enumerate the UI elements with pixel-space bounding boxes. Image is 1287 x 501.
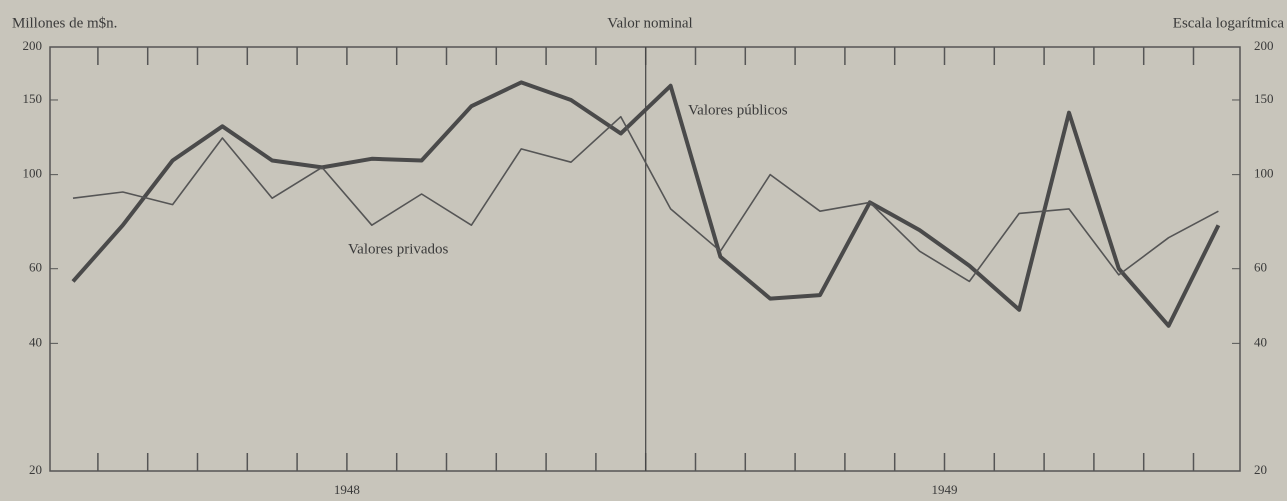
scale-note: Escala logarítmica bbox=[1173, 15, 1285, 31]
y-tick-label: 200 bbox=[23, 38, 43, 53]
y2-tick-label: 60 bbox=[1254, 260, 1267, 275]
y2-tick-label: 40 bbox=[1254, 334, 1267, 349]
y-tick-label: 150 bbox=[23, 91, 43, 106]
series-line bbox=[71, 80, 1221, 328]
y2-tick-label: 20 bbox=[1254, 462, 1267, 477]
y-tick-label: 20 bbox=[29, 462, 42, 477]
y-axis-label: Millones de m$n. bbox=[12, 15, 117, 31]
year-label: 1949 bbox=[932, 482, 958, 497]
year-label: 1948 bbox=[334, 482, 360, 497]
y2-tick-label: 100 bbox=[1254, 166, 1274, 181]
y-tick-label: 60 bbox=[29, 260, 42, 275]
series-label: Valores privados bbox=[348, 241, 449, 257]
series-label: Valores públicos bbox=[688, 102, 788, 118]
series-line bbox=[72, 115, 1219, 283]
y-tick-label: 100 bbox=[23, 166, 43, 181]
y2-tick-label: 200 bbox=[1254, 38, 1274, 53]
chart-title: Valor nominal bbox=[607, 15, 692, 31]
y-tick-label: 40 bbox=[29, 334, 42, 349]
y2-tick-label: 150 bbox=[1254, 91, 1274, 106]
